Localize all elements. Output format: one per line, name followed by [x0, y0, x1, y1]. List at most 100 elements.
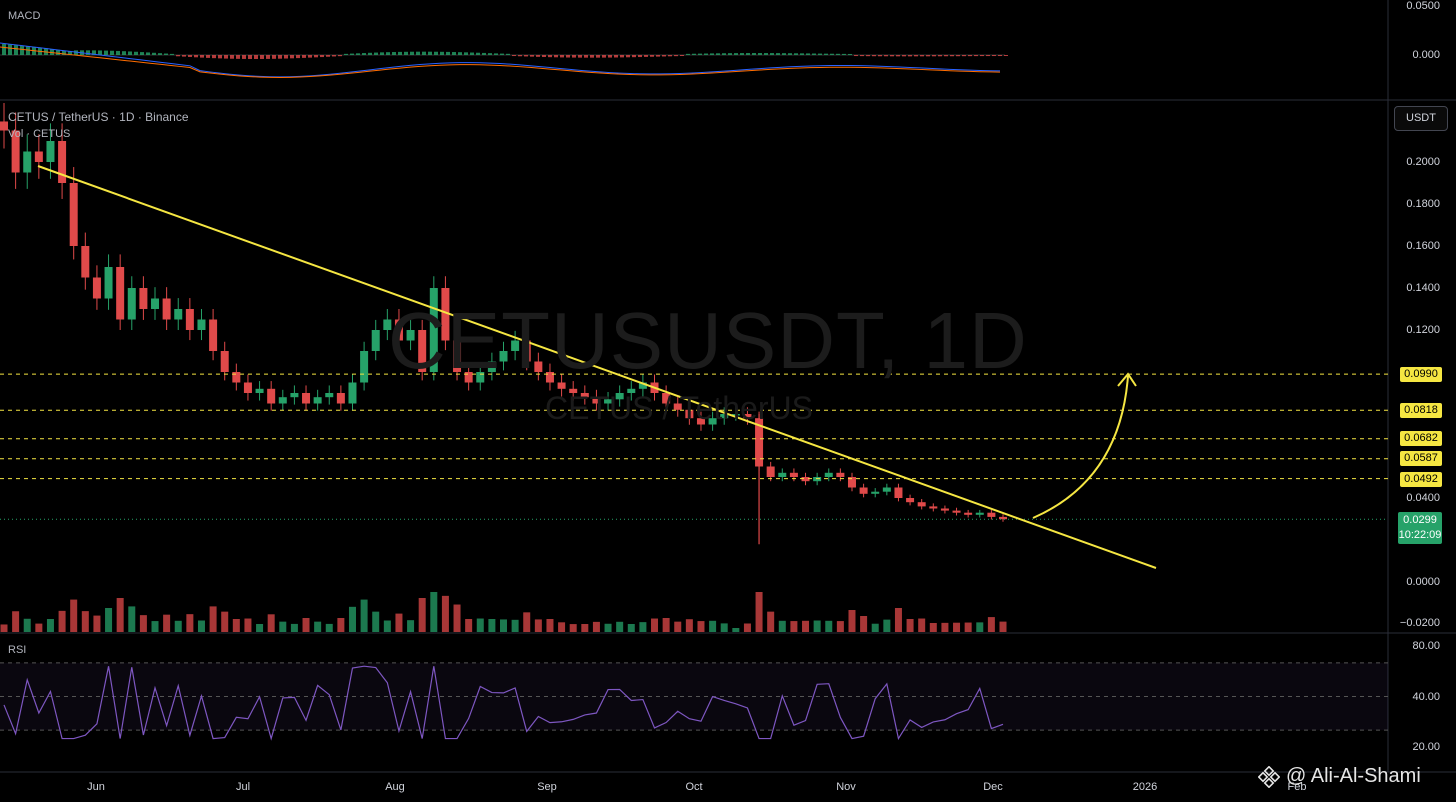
volume-bar [755, 592, 763, 632]
volume-bar [116, 598, 124, 632]
macd-histogram-bar [116, 50, 120, 55]
candle-body [23, 151, 32, 173]
macd-histogram-bar [944, 55, 948, 57]
candle-body [685, 409, 694, 419]
volume-bar [929, 623, 937, 632]
volume-bar [964, 622, 972, 632]
macd-histogram-bar [194, 55, 198, 58]
macd-signal-line [0, 46, 1001, 78]
macd-histogram-bar [152, 52, 156, 55]
level-tag[interactable]: 0.0587 [1400, 451, 1442, 466]
volume-bar [709, 620, 717, 632]
macd-histogram-bar [764, 53, 768, 55]
candle-body [174, 309, 183, 320]
macd-histogram-bar [920, 55, 924, 57]
macd-histogram-bar [128, 51, 132, 55]
candle-body [81, 246, 90, 278]
candle-body [371, 330, 380, 351]
volume-bar [279, 621, 287, 632]
candle-body [534, 361, 543, 372]
macd-histogram-bar [650, 55, 654, 57]
macd-histogram-bar [356, 53, 360, 55]
bar-countdown: 10:22:09 [1398, 529, 1442, 541]
volume-bar [186, 614, 194, 632]
macd-histogram-bar [542, 55, 546, 58]
volume-bar [546, 619, 554, 632]
macd-histogram-bar [704, 53, 708, 55]
candle-body [999, 516, 1007, 520]
volume-bar [372, 611, 380, 632]
macd-histogram-bar [86, 50, 90, 55]
macd-histogram-bar [740, 53, 744, 55]
macd-histogram-bar [782, 53, 786, 55]
volume-legend[interactable]: Vol · CETUS [8, 128, 71, 140]
volume-bar [616, 621, 624, 632]
macd-histogram-bar [530, 55, 534, 57]
time-tick-jul: Jul [235, 781, 251, 793]
candle-body [569, 388, 578, 393]
level-tag[interactable]: 0.0682 [1400, 431, 1442, 446]
candle-body [801, 477, 810, 482]
macd-histogram-bar [56, 49, 60, 55]
volume-bar [314, 621, 322, 632]
candle-body [708, 418, 717, 425]
macd-histogram-bar [20, 45, 24, 55]
macd-histogram-bar [416, 51, 420, 55]
candle-body [789, 472, 798, 477]
macd-histogram-bar [350, 53, 354, 55]
volume-bar [569, 624, 577, 632]
symbol-legend[interactable]: CETUS / TetherUS · 1D · Binance [8, 110, 189, 124]
volume-bar [232, 619, 240, 632]
time-tick-nov: Nov [836, 781, 856, 793]
candle-body [743, 414, 752, 419]
macd-histogram-bar [584, 55, 588, 58]
level-tag[interactable]: 0.0990 [1400, 367, 1442, 382]
time-tick-sep: Sep [537, 781, 557, 793]
volume-bar [302, 618, 310, 632]
volume-bar [604, 623, 612, 632]
candle-body [11, 130, 20, 173]
macd-histogram-bar [884, 55, 888, 57]
level-tag[interactable]: 0.0818 [1400, 403, 1442, 418]
macd-histogram-bar [440, 51, 444, 55]
macd-histogram-bar [506, 53, 510, 55]
macd-histogram-bar [752, 53, 756, 55]
current-price-tag[interactable]: 0.0299 10:22:09 [1398, 512, 1442, 544]
volume-bar [151, 621, 159, 632]
volume-bar [802, 620, 810, 632]
volume-bar [941, 622, 949, 632]
volume-bar [581, 624, 589, 632]
level-tag[interactable]: 0.0492 [1400, 472, 1442, 487]
price-tick: 0.1600 [1406, 240, 1440, 252]
macd-histogram-bar [434, 51, 438, 55]
volume-bar [883, 619, 891, 632]
volume-bar [592, 621, 600, 632]
macd-histogram-bar [2, 44, 6, 55]
volume-bar [500, 619, 507, 632]
price-tick: 0.2000 [1406, 156, 1440, 168]
macd-histogram-bar [458, 52, 462, 55]
volume-bar [697, 621, 705, 632]
macd-histogram-bar [548, 55, 552, 58]
author-name: @ Ali-Al-Shami [1286, 765, 1421, 787]
volume-bar [418, 598, 426, 632]
volume-bar [256, 624, 264, 632]
candle-body [871, 491, 880, 494]
macd-histogram-bar [488, 53, 492, 55]
macd-histogram-bar [494, 53, 498, 55]
candle-body [847, 477, 856, 488]
rsi-label[interactable]: RSI [8, 644, 27, 656]
macd-histogram-bar [272, 55, 276, 59]
candle-body [592, 397, 601, 404]
macd-label[interactable]: MACD [8, 10, 41, 22]
macd-histogram-bar [716, 53, 720, 55]
macd-histogram-bar [896, 55, 900, 57]
volume-bar [430, 592, 438, 632]
macd-histogram-bar [938, 55, 942, 57]
currency-unit-button[interactable]: USDT [1394, 106, 1448, 131]
macd-histogram-bar [446, 51, 450, 55]
candle-body [673, 403, 682, 410]
macd-histogram-bar [872, 55, 876, 57]
